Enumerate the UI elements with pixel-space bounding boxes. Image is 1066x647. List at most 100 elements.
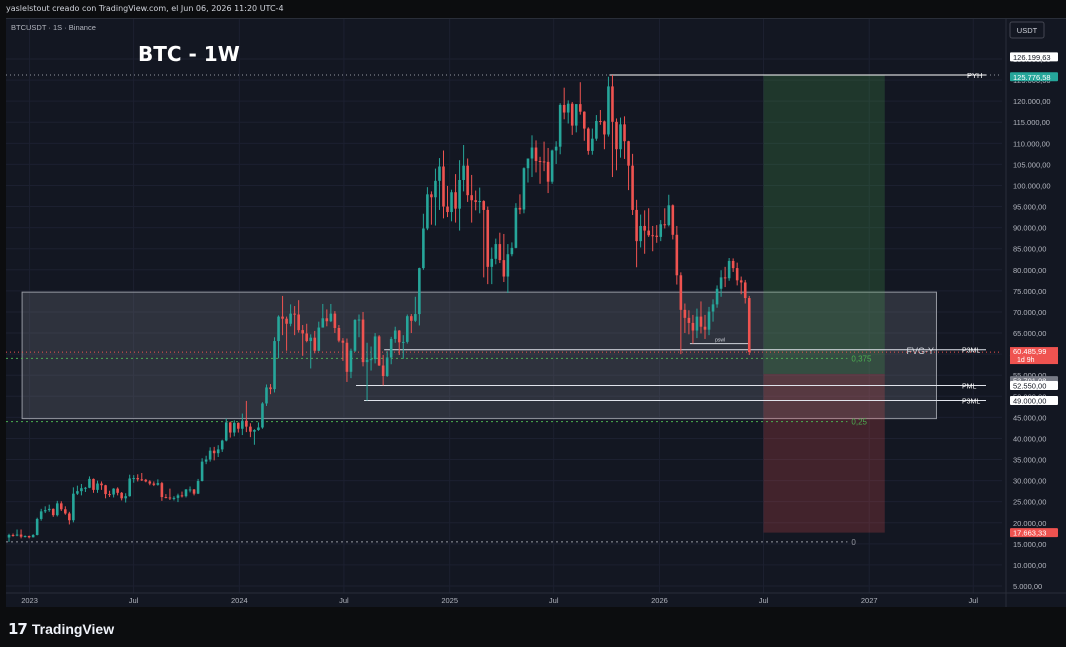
time-tick-label[interactable]: Jul xyxy=(968,596,978,605)
candle[interactable] xyxy=(357,314,361,338)
position-stop-zone[interactable] xyxy=(763,373,885,533)
candle[interactable] xyxy=(595,115,598,141)
candle[interactable] xyxy=(23,535,27,538)
candle[interactable] xyxy=(659,220,663,242)
price-badge[interactable]: 49.000,00 xyxy=(1010,395,1058,406)
candle[interactable] xyxy=(418,267,421,326)
candle[interactable] xyxy=(542,141,546,172)
candle[interactable] xyxy=(566,100,570,124)
candle[interactable] xyxy=(494,238,498,265)
candle[interactable] xyxy=(438,158,441,210)
candle[interactable] xyxy=(237,422,240,433)
candle[interactable] xyxy=(265,384,268,406)
candle[interactable] xyxy=(84,486,87,492)
candle[interactable] xyxy=(490,247,494,285)
candle[interactable] xyxy=(51,508,55,517)
time-tick-label[interactable]: Jul xyxy=(129,596,139,605)
candle[interactable] xyxy=(216,445,220,457)
candle[interactable] xyxy=(731,258,735,272)
candle[interactable] xyxy=(309,334,313,369)
candle[interactable] xyxy=(116,487,119,496)
candle[interactable] xyxy=(578,82,582,115)
time-tick-label[interactable]: Jul xyxy=(549,596,559,605)
candle[interactable] xyxy=(506,244,510,293)
candle[interactable] xyxy=(574,104,578,133)
candle[interactable] xyxy=(11,533,15,537)
candle[interactable] xyxy=(530,135,534,178)
candle[interactable] xyxy=(631,153,634,215)
candle[interactable] xyxy=(699,301,703,334)
candle[interactable] xyxy=(679,272,683,355)
candle[interactable] xyxy=(615,118,618,171)
candle[interactable] xyxy=(687,310,691,335)
candle[interactable] xyxy=(587,127,590,155)
candle[interactable] xyxy=(337,325,341,343)
candle[interactable] xyxy=(245,400,248,433)
candle[interactable] xyxy=(72,487,75,523)
candle[interactable] xyxy=(68,511,71,525)
candle[interactable] xyxy=(719,270,723,297)
chart-panel[interactable]: FVG-Y 0,375 0,25 0 P3ML PML P3ML PYH pswl 5.000… xyxy=(6,18,1066,608)
candle[interactable] xyxy=(450,189,453,222)
candle[interactable] xyxy=(241,413,244,436)
candle[interactable] xyxy=(305,323,309,343)
price-badge[interactable]: 125.776,58 xyxy=(1010,72,1058,82)
candle[interactable] xyxy=(136,474,140,482)
candle[interactable] xyxy=(430,191,433,225)
candle[interactable] xyxy=(466,158,469,202)
candle[interactable] xyxy=(228,421,232,438)
candle[interactable] xyxy=(619,117,622,158)
candle[interactable] xyxy=(329,303,333,323)
time-tick-label[interactable]: 2024 xyxy=(231,596,248,605)
candle[interactable] xyxy=(426,187,429,231)
candle[interactable] xyxy=(583,111,586,141)
candle[interactable] xyxy=(683,303,687,334)
candle[interactable] xyxy=(333,311,337,334)
candle[interactable] xyxy=(341,338,345,361)
candle[interactable] xyxy=(47,504,51,512)
fvg-zone[interactable] xyxy=(21,291,937,420)
candle[interactable] xyxy=(249,423,252,438)
candle[interactable] xyxy=(397,330,401,355)
candle[interactable] xyxy=(498,232,502,264)
candle[interactable] xyxy=(96,480,99,493)
candle[interactable] xyxy=(735,262,739,286)
candle[interactable] xyxy=(422,213,425,270)
candles-layer[interactable] xyxy=(7,75,751,542)
candle[interactable] xyxy=(353,319,357,353)
candle[interactable] xyxy=(623,116,626,159)
candle[interactable] xyxy=(160,481,164,501)
candle[interactable] xyxy=(667,194,671,227)
candle[interactable] xyxy=(35,517,39,536)
candle[interactable] xyxy=(703,314,707,339)
candle[interactable] xyxy=(635,199,638,268)
candle[interactable] xyxy=(269,384,272,395)
candle[interactable] xyxy=(534,140,538,173)
candle[interactable] xyxy=(518,194,522,215)
candle[interactable] xyxy=(285,316,288,351)
candle[interactable] xyxy=(39,508,43,521)
candle[interactable] xyxy=(526,158,530,183)
candle[interactable] xyxy=(522,167,526,214)
candle[interactable] xyxy=(373,333,377,364)
price-axis[interactable]: 5.000,00 10.000,00 15.000,00 20.000,00 25.00… xyxy=(1005,19,1066,608)
candle[interactable] xyxy=(212,446,216,461)
candle[interactable] xyxy=(695,308,699,339)
candle[interactable] xyxy=(502,233,506,283)
candle[interactable] xyxy=(232,420,236,437)
candle[interactable] xyxy=(603,120,606,150)
candle[interactable] xyxy=(325,309,329,327)
candle[interactable] xyxy=(514,203,518,249)
time-tick-label[interactable]: Jul xyxy=(759,596,769,605)
candle[interactable] xyxy=(128,474,131,497)
candle[interactable] xyxy=(7,533,11,542)
candle[interactable] xyxy=(743,279,747,304)
candle[interactable] xyxy=(273,337,276,393)
candle[interactable] xyxy=(261,402,264,429)
candle[interactable] xyxy=(144,478,148,483)
candle[interactable] xyxy=(120,491,123,501)
candle[interactable] xyxy=(627,140,630,191)
candle[interactable] xyxy=(651,225,654,252)
candle[interactable] xyxy=(570,102,574,135)
